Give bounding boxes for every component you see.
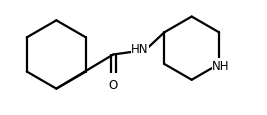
Text: NH: NH [212,59,230,72]
Text: HN: HN [131,42,148,55]
Text: O: O [109,79,118,91]
